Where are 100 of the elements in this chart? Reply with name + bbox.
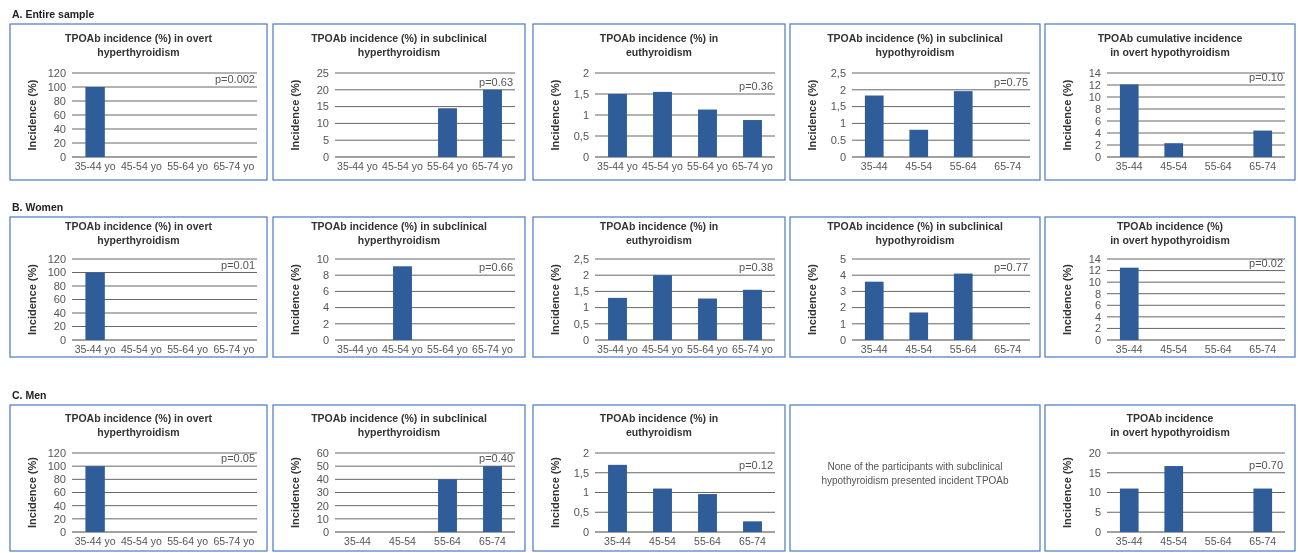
y-tick-label: 20	[316, 499, 329, 512]
bar	[698, 298, 717, 340]
y-tick-label: 1	[839, 117, 846, 130]
y-tick-label: 0	[1094, 150, 1101, 163]
y-tick-label: 100	[47, 266, 66, 279]
x-tick-label: 65-74 yo	[213, 535, 255, 547]
y-tick-label: 2	[1094, 322, 1101, 335]
y-tick-label: 0	[59, 525, 66, 538]
y-tick-label: 10	[1088, 90, 1101, 103]
y-tick-label: 120	[47, 446, 66, 459]
y-tick-label: 3	[839, 285, 846, 298]
bar	[608, 297, 627, 340]
x-tick-label: 35-44 yo	[74, 160, 116, 172]
y-tick-label: 80	[53, 473, 66, 486]
annotation: p=0.75	[994, 75, 1028, 88]
y-tick-label: 30	[316, 486, 329, 499]
y-tick-label: 14	[1088, 66, 1101, 79]
y-tick-label: 120	[47, 66, 66, 79]
y-tick-label: 4	[1094, 310, 1101, 323]
y-tick-label: 0	[582, 525, 589, 538]
y-tick-label: 0	[322, 333, 329, 346]
y-tick-label: 0	[1094, 525, 1101, 538]
x-tick-label: 45-54	[649, 535, 677, 547]
x-tick-label: 45-54	[1160, 343, 1188, 355]
x-tick-label: 45-54 yo	[382, 160, 424, 172]
y-tick-label: 2	[582, 269, 589, 282]
y-tick-label: 0	[322, 525, 329, 538]
y-tick-label: 2	[582, 66, 589, 79]
y-axis-title: Incidence (%)	[26, 79, 38, 151]
x-tick-label: 45-54 yo	[120, 343, 162, 355]
y-tick-label: 15	[316, 100, 329, 113]
x-tick-label: 55-64	[1204, 343, 1232, 355]
y-tick-label: 80	[53, 94, 66, 107]
x-tick-label: 35-44	[604, 535, 632, 547]
y-tick-label: 2	[322, 317, 329, 330]
y-tick-label: 80	[53, 279, 66, 292]
y-tick-label: 5	[322, 134, 329, 147]
y-axis-title: Incidence (%)	[549, 263, 561, 335]
chart-title: TPOAb incidence (%) in euthyroidism	[599, 220, 719, 246]
annotation: p=0.66	[479, 261, 513, 274]
y-axis-title: Incidence (%)	[26, 456, 38, 528]
x-tick-label: 45-54 yo	[642, 343, 684, 355]
chart-title: TPOAb incidence (%) in subclinical hyperthyroidism	[311, 412, 487, 438]
bar	[1164, 143, 1184, 157]
x-tick-label: 35-44 yo	[597, 343, 639, 355]
chart-title: TPOAb incidence (%) in subclinical hyperthyroidism	[311, 220, 487, 246]
x-tick-label: 55-64 yo	[427, 343, 469, 355]
annotation: p=0.77	[994, 261, 1028, 274]
x-tick-label: 65-74	[1249, 343, 1277, 355]
y-tick-label: 20	[53, 320, 66, 333]
bar	[608, 464, 627, 532]
y-tick-label: 6	[1094, 114, 1101, 127]
y-tick-label: 0	[582, 333, 589, 346]
x-tick-label: 55-64 yo	[687, 343, 729, 355]
y-tick-label: 2,5	[830, 66, 846, 79]
y-tick-label: 6	[1094, 299, 1101, 312]
x-tick-label: 55-64 yo	[427, 160, 469, 172]
y-tick-label: 40	[53, 306, 66, 319]
x-tick-label: 65-74 yo	[472, 160, 514, 172]
x-tick-label: 45-54	[905, 160, 933, 172]
x-tick-label: 65-74 yo	[732, 343, 774, 355]
y-tick-label: 1	[839, 317, 846, 330]
x-tick-label: 65-74 yo	[472, 343, 514, 355]
text: B. Women	[12, 201, 64, 213]
y-tick-label: 40	[53, 499, 66, 512]
bar	[698, 494, 717, 532]
y-tick-label: 10	[316, 512, 329, 525]
y-tick-label: 40	[316, 473, 329, 486]
y-tick-label: 14	[1088, 252, 1101, 265]
y-tick-label: 0,5	[573, 317, 589, 330]
annotation: p=0.38	[739, 261, 773, 274]
x-tick-label: 55-64 yo	[167, 535, 209, 547]
text: C. Men	[12, 389, 47, 401]
annotation: p=0.36	[739, 80, 773, 92]
y-axis-title: Incidence (%)	[549, 456, 561, 528]
bar	[909, 312, 929, 340]
bar	[653, 488, 672, 532]
bar	[743, 521, 762, 532]
bar	[909, 129, 929, 157]
chart-title: TPOAb incidence (%) in overt hypothyroidism	[1110, 220, 1230, 246]
chart-title: TPOAb incidence in overt hypothyroidism	[1110, 412, 1230, 438]
x-tick-label: 35-44	[344, 535, 372, 547]
x-tick-label: 45-54	[389, 535, 417, 547]
y-tick-label: 12	[1088, 78, 1101, 91]
x-tick-label: 55-64	[434, 535, 462, 547]
x-tick-label: 65-74	[479, 535, 507, 547]
annotation: p=0.10	[1249, 71, 1283, 83]
x-tick-label: 55-64	[949, 343, 977, 355]
y-axis-title: Incidence (%)	[1061, 263, 1073, 335]
x-tick-label: 55-64 yo	[167, 160, 209, 172]
x-tick-label: 35-44 yo	[337, 343, 379, 355]
y-tick-label: 2	[582, 446, 589, 459]
x-tick-label: 35-44	[860, 160, 888, 172]
bar	[864, 281, 884, 340]
bar	[1119, 84, 1139, 157]
y-tick-label: 1,5	[573, 87, 589, 100]
bar	[698, 109, 717, 157]
y-tick-label: 10	[316, 117, 329, 130]
y-tick-label: 100	[47, 80, 66, 93]
chart-title: TPOAb cumulative incidence in overt hypothyroidism	[1097, 32, 1243, 58]
